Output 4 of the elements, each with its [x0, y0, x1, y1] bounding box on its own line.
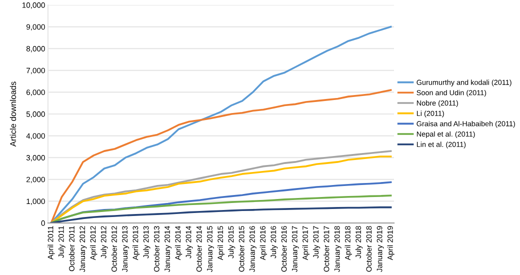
line-series: [50, 194, 392, 223]
line-series: [50, 206, 392, 223]
line-series: [50, 89, 392, 223]
y-axis-title: Article downloads: [10, 82, 16, 147]
